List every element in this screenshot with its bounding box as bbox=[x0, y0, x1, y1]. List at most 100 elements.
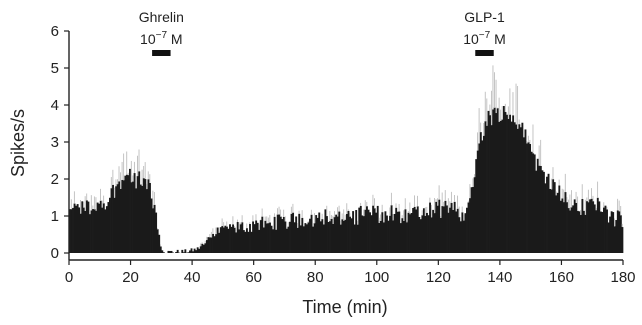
histogram-bar bbox=[599, 211, 602, 253]
y-tick-label: 2 bbox=[51, 171, 59, 188]
histogram-bar bbox=[105, 206, 108, 253]
histogram-bar bbox=[193, 248, 196, 253]
histogram-bar bbox=[287, 226, 290, 253]
histogram-bar bbox=[112, 184, 114, 253]
histogram-bar bbox=[358, 207, 361, 253]
histogram-bar bbox=[455, 211, 458, 253]
histogram-bar bbox=[273, 216, 276, 253]
histogram-bar bbox=[305, 224, 308, 253]
histogram-bar bbox=[116, 184, 119, 253]
histogram-bar bbox=[107, 202, 110, 253]
histogram-bar bbox=[570, 207, 573, 253]
histogram-bar bbox=[381, 212, 384, 253]
histogram-bar bbox=[489, 115, 492, 253]
histogram-bar bbox=[144, 179, 147, 253]
histogram-bar bbox=[190, 248, 193, 253]
histogram-bar bbox=[569, 210, 572, 253]
histogram-bar bbox=[392, 220, 395, 253]
histogram-bar bbox=[202, 244, 205, 253]
histogram-bar bbox=[452, 209, 455, 253]
histogram-bar bbox=[572, 205, 575, 253]
histogram-bar bbox=[386, 215, 388, 253]
histogram-bar bbox=[613, 226, 616, 253]
x-tick-label: 20 bbox=[122, 269, 139, 286]
histogram-bar bbox=[372, 205, 375, 253]
histogram-bar bbox=[618, 211, 621, 253]
histogram-bar bbox=[79, 213, 82, 253]
histogram-bar bbox=[586, 201, 588, 253]
histogram-bar bbox=[449, 207, 451, 253]
histogram-bar bbox=[552, 179, 555, 253]
x-tick-label: 120 bbox=[426, 269, 451, 286]
histogram-bar bbox=[219, 227, 222, 253]
histogram-bar bbox=[409, 214, 411, 253]
histogram-bar bbox=[447, 212, 450, 253]
histogram-bar bbox=[196, 247, 199, 253]
histogram-bar bbox=[398, 211, 401, 253]
histogram-bar bbox=[175, 252, 178, 253]
histogram-bar bbox=[435, 201, 438, 253]
histogram-bar bbox=[593, 204, 596, 253]
y-axis-title: Spikes/s bbox=[8, 109, 28, 177]
histogram-bar bbox=[138, 171, 141, 253]
histogram-bar bbox=[535, 170, 538, 253]
histogram-bar bbox=[262, 227, 265, 253]
x-tick-label: 60 bbox=[245, 269, 262, 286]
histogram-bar bbox=[410, 213, 413, 253]
histogram-bar bbox=[598, 201, 601, 253]
histogram-bar bbox=[479, 132, 482, 253]
histogram-bar bbox=[230, 226, 233, 253]
histogram-bar bbox=[229, 224, 231, 253]
histogram-bar bbox=[575, 202, 578, 253]
treatment-annotation: GLP-1 10−7 M bbox=[463, 9, 506, 56]
x-tick-label: 80 bbox=[307, 269, 324, 286]
histogram-bar bbox=[478, 143, 481, 253]
histogram-bar bbox=[169, 251, 171, 253]
histogram-bar bbox=[264, 220, 267, 253]
histogram-bar bbox=[589, 199, 592, 253]
histogram-bar bbox=[596, 197, 599, 253]
histogram-bar bbox=[139, 184, 142, 253]
histogram-bar bbox=[467, 202, 470, 253]
histogram-bar bbox=[269, 222, 271, 253]
histogram-bar bbox=[73, 203, 76, 253]
histogram-bar bbox=[501, 119, 504, 254]
histogram-bar bbox=[561, 198, 564, 253]
histogram-bar bbox=[453, 201, 456, 253]
histogram-bar bbox=[373, 208, 376, 253]
histogram-bar bbox=[546, 176, 548, 253]
histogram-bar bbox=[153, 204, 156, 253]
histogram-bar bbox=[421, 215, 424, 253]
histogram-bar bbox=[275, 229, 278, 253]
histogram-bar bbox=[339, 224, 342, 253]
histogram-bar bbox=[247, 231, 250, 253]
histogram-bar bbox=[236, 222, 239, 253]
histogram-bar bbox=[315, 215, 318, 253]
histogram-bar bbox=[595, 210, 598, 253]
histogram-bar bbox=[261, 216, 264, 253]
histogram-bar bbox=[224, 225, 227, 253]
histogram-bar bbox=[510, 121, 513, 253]
histogram-bar bbox=[530, 151, 533, 253]
histogram-bar bbox=[353, 224, 356, 253]
treatment-concentration: 10−7 M bbox=[140, 30, 183, 47]
histogram-bar bbox=[309, 218, 311, 253]
histogram-bar bbox=[279, 216, 282, 253]
histogram-bar bbox=[225, 226, 228, 253]
histogram-bar bbox=[362, 216, 365, 253]
histogram-bar bbox=[349, 216, 351, 253]
histogram-bar bbox=[158, 234, 161, 253]
histogram-bar bbox=[493, 107, 496, 253]
histogram-bar bbox=[559, 200, 562, 253]
histogram-bar bbox=[276, 214, 279, 253]
histogram-bar bbox=[199, 246, 202, 253]
histogram-bar bbox=[376, 205, 379, 253]
histogram-bar bbox=[312, 226, 315, 253]
histogram-bar bbox=[344, 219, 347, 253]
histogram-bar bbox=[450, 202, 453, 253]
histogram-bar bbox=[330, 218, 333, 253]
histogram-bar bbox=[516, 128, 519, 253]
histogram-bar bbox=[310, 214, 313, 253]
histogram-bar bbox=[304, 223, 307, 253]
